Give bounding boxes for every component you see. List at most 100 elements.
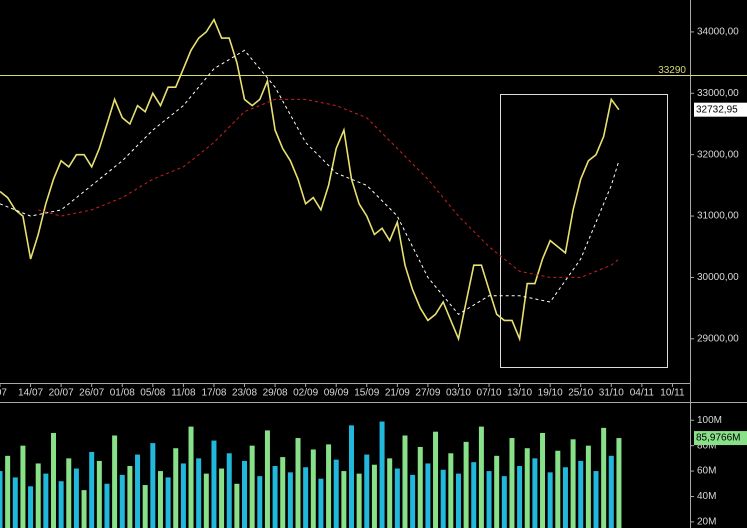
- price-line: [0, 17, 620, 342]
- x-tick-label: 21/09: [385, 388, 410, 399]
- volume-bar: [356, 473, 362, 528]
- volume-bar: [310, 449, 316, 528]
- volume-bar: [12, 477, 18, 528]
- x-tick-label: 07/10: [477, 388, 502, 399]
- y-tick-label: 30000,00: [697, 272, 739, 283]
- y-tick-label: 100M: [697, 415, 722, 426]
- volume-bar: [35, 463, 41, 528]
- x-tick-label: 03/10: [446, 388, 471, 399]
- y-tick-label: 29000,00: [697, 333, 739, 344]
- last-value-box: [694, 431, 747, 446]
- volume-bar: [180, 463, 186, 528]
- moving-average: [0, 49, 620, 315]
- volume-bar: [509, 438, 515, 528]
- volume-bar: [547, 472, 553, 528]
- x-tick-label: 29/08: [263, 388, 288, 399]
- volume-bar: [532, 458, 538, 528]
- volume-bar: [96, 460, 102, 528]
- volume-bar: [249, 445, 255, 528]
- volume-bar: [517, 465, 523, 528]
- volume-bar: [196, 458, 202, 528]
- x-tick-label: 15/09: [354, 388, 379, 399]
- volume-bar: [112, 435, 118, 528]
- volume-bar: [410, 474, 416, 528]
- y-tick-label: 34000,00: [697, 27, 739, 38]
- volume-bar: [394, 468, 400, 528]
- volume-bar: [463, 441, 469, 528]
- volume-bar: [608, 455, 614, 528]
- volume-bar: [570, 439, 576, 528]
- volume-bar: [20, 445, 26, 528]
- x-tick-label: 01/08: [110, 388, 135, 399]
- volume-bar: [219, 468, 225, 528]
- volume-bar: [104, 483, 110, 528]
- x-tick-label: 19/10: [538, 388, 563, 399]
- volume-bar: [58, 481, 64, 528]
- volume-bar: [203, 473, 209, 528]
- x-tick-label: 27/09: [415, 388, 440, 399]
- volume-bar: [540, 432, 546, 528]
- x-tick-label: /07: [0, 388, 7, 399]
- volume-bar: [81, 490, 87, 528]
- volume-bar: [455, 473, 461, 528]
- volume-bar: [280, 457, 286, 528]
- volume-bar: [5, 455, 11, 528]
- volume-bar: [295, 438, 301, 528]
- volume-bar: [43, 473, 49, 528]
- volume-bar: [486, 471, 492, 528]
- x-tick-label: 04/11: [630, 388, 655, 399]
- y-tick-label: 60M: [697, 466, 716, 477]
- x-tick-label: 10/11: [660, 388, 685, 399]
- volume-bar: [272, 465, 278, 528]
- y-tick-label: 20M: [697, 517, 716, 528]
- volume-bar: [471, 462, 477, 528]
- selection-box: [500, 94, 668, 368]
- volume-bar: [341, 471, 347, 528]
- volume-bar: [28, 486, 34, 528]
- volume-bar: [478, 426, 484, 528]
- volume-bar: [578, 460, 584, 528]
- volume-bar: [142, 485, 148, 528]
- volume-bar: [264, 430, 270, 528]
- last-value-label: 32732,95: [696, 104, 738, 115]
- volume-bar: [433, 431, 439, 528]
- x-tick-label: 13/10: [507, 388, 532, 399]
- x-tick-label: 26/07: [79, 388, 104, 399]
- reference-label: 33290: [658, 65, 686, 76]
- volume-bar: [371, 464, 377, 528]
- volume-bar: [562, 467, 568, 528]
- last-value-label: 85,9766M: [696, 433, 740, 444]
- volume-bar: [425, 463, 431, 528]
- volume-bar: [0, 471, 3, 528]
- y-tick-label: 40M: [697, 491, 716, 502]
- volume-bar: [165, 477, 171, 528]
- volume-bar: [501, 476, 507, 528]
- volume-bar: [234, 483, 240, 528]
- volume-bar: [73, 468, 79, 528]
- volume-bar: [242, 460, 248, 528]
- x-tick-label: 11/08: [171, 388, 196, 399]
- volume-bar: [50, 432, 56, 528]
- volume-bar: [379, 421, 385, 528]
- volume-bar: [555, 450, 561, 528]
- volume-bar: [318, 478, 324, 528]
- volume-bar: [89, 452, 95, 528]
- y-tick-label: 33000,00: [697, 88, 739, 99]
- y-tick-label: 32000,00: [697, 149, 739, 160]
- volume-bar: [226, 453, 232, 528]
- y-tick-label: 80M: [697, 440, 716, 451]
- volume-bar: [188, 426, 194, 528]
- volume-bar: [593, 471, 599, 528]
- x-tick-label: 02/09: [293, 388, 318, 399]
- volume-bar: [119, 474, 125, 528]
- volume-bar: [387, 458, 393, 528]
- volume-bar: [448, 453, 454, 528]
- x-tick-label: 09/09: [324, 388, 349, 399]
- last-value-box: [694, 102, 747, 117]
- y-tick-label: 31000,00: [697, 211, 739, 222]
- volume-bar: [157, 471, 163, 528]
- x-tick-label: 14/07: [18, 388, 43, 399]
- volume-bar: [601, 427, 607, 528]
- volume-bar: [303, 467, 309, 528]
